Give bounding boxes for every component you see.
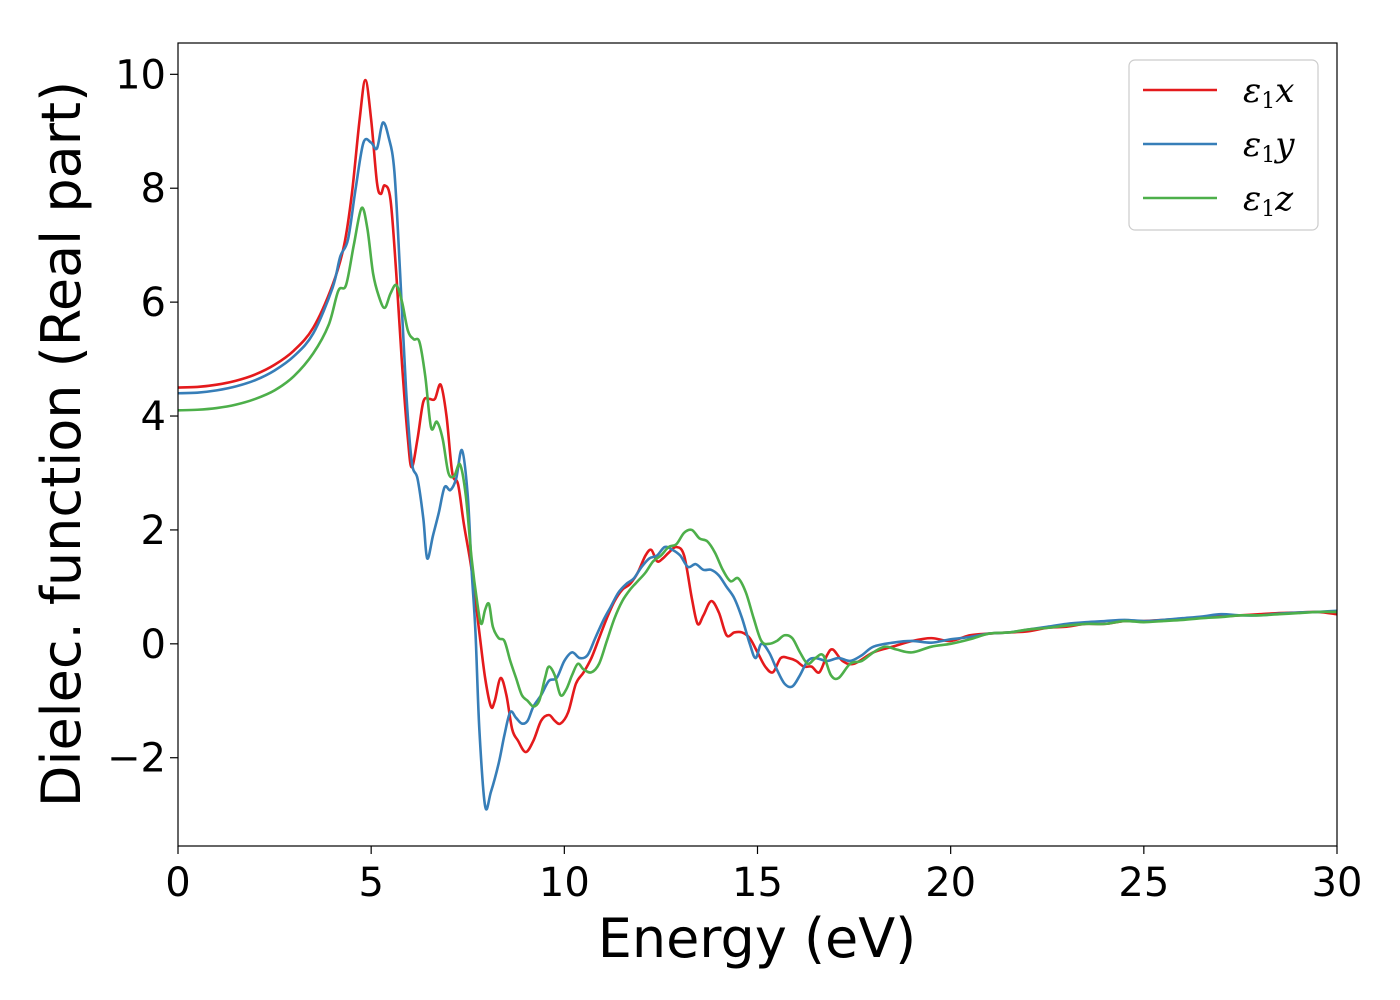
y-tick-label: 2	[141, 508, 166, 554]
x-tick-label: 0	[165, 860, 190, 906]
legend-label-z: ε1z	[1243, 179, 1294, 222]
y-tick-label: 8	[141, 166, 166, 212]
legend-frame	[1128, 59, 1319, 231]
series-layer	[178, 78, 1337, 811]
series-line-z	[178, 206, 1337, 708]
x-tick-label: 10	[539, 860, 590, 906]
x-tick-label: 15	[732, 860, 783, 906]
y-tick-label: 4	[141, 394, 166, 440]
legend-label-y: ε1y	[1243, 125, 1295, 168]
y-axis-label: Dielec. function (Real part)	[30, 81, 93, 807]
y-tick-label: 0	[141, 622, 166, 668]
legend-label-x: ε1x	[1243, 71, 1294, 114]
y-tick-label: 10	[115, 52, 166, 98]
y-axis-ticks: −2 0 2 4 6 8 10	[107, 52, 178, 782]
y-tick-label: −2	[107, 736, 166, 782]
x-tick-label: 5	[358, 860, 383, 906]
x-axis-label: Energy (eV)	[598, 907, 917, 970]
x-tick-label: 20	[925, 860, 976, 906]
x-tick-label: 25	[1118, 860, 1169, 906]
x-tick-label: 30	[1312, 860, 1363, 906]
y-tick-label: 6	[141, 280, 166, 326]
legend: ε1x ε1y ε1z	[1128, 59, 1319, 231]
x-axis-ticks: 0 5 10 15 20 25 30	[165, 846, 1362, 906]
